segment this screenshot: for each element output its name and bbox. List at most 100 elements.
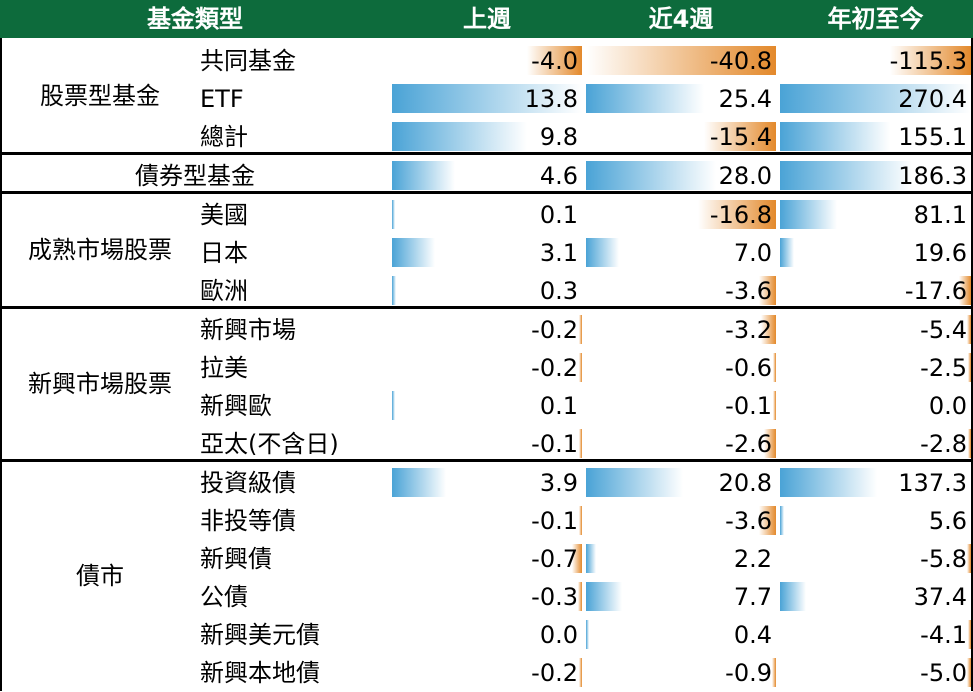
- data-bar: [579, 315, 582, 344]
- data-value: 0.0: [539, 621, 578, 649]
- header-week: 上週: [463, 5, 511, 33]
- data-bar: [967, 315, 971, 344]
- row-label: 新興市場: [200, 316, 296, 344]
- data-value: 4.6: [539, 162, 578, 190]
- data-value: -0.7: [531, 545, 578, 573]
- data-bar: [392, 238, 435, 267]
- data-value: 28.0: [718, 162, 772, 190]
- data-value: -0.1: [725, 392, 772, 420]
- data-value: -15.4: [709, 123, 772, 151]
- data-value: 3.9: [539, 469, 578, 497]
- header-ytd: 年初至今: [827, 5, 924, 33]
- data-bar: [780, 200, 838, 229]
- data-bar: [780, 582, 807, 611]
- data-value: -5.8: [920, 545, 967, 573]
- row-label: 投資級債: [200, 469, 296, 497]
- row-label: 新興本地債: [200, 659, 320, 687]
- data-bar: [773, 353, 776, 382]
- data-value: -0.1: [531, 507, 578, 535]
- header-4week: 近4週: [648, 5, 714, 33]
- row-label: 歐洲: [200, 277, 248, 305]
- row-label: 新興美元債: [200, 621, 320, 649]
- data-bar: [577, 582, 582, 611]
- data-bar: [780, 468, 877, 497]
- data-value: 9.8: [539, 123, 578, 151]
- data-bar: [526, 46, 582, 75]
- data-value: -5.0: [920, 659, 967, 687]
- data-value: -16.8: [709, 201, 772, 229]
- section-divider: [0, 306, 973, 309]
- data-bar: [572, 544, 582, 573]
- header-type-label: 基金類型: [147, 5, 243, 33]
- data-value: -115.3: [889, 47, 967, 75]
- data-bar: [579, 506, 582, 535]
- data-bar: [579, 658, 582, 687]
- data-value: -4.1: [920, 621, 967, 649]
- section-divider: [0, 152, 973, 155]
- table-left-border: [0, 38, 2, 691]
- data-value: -0.9: [725, 659, 772, 687]
- data-bar: [763, 429, 776, 458]
- data-bar: [968, 620, 971, 649]
- data-value: -0.2: [531, 659, 578, 687]
- data-value: -3.2: [725, 316, 772, 344]
- data-bar: [968, 429, 971, 458]
- data-value: 0.0: [928, 392, 967, 420]
- group-label: 債市: [76, 562, 124, 590]
- group-label: 股票型基金: [40, 82, 160, 110]
- data-value: 37.4: [913, 583, 967, 611]
- row-label: ETF: [200, 85, 244, 113]
- data-bar: [780, 122, 890, 151]
- data-value: 20.8: [718, 469, 772, 497]
- data-value: 0.4: [733, 621, 772, 649]
- header-bar: [0, 0, 973, 38]
- data-value: -5.4: [920, 316, 967, 344]
- data-value: -17.6: [904, 277, 967, 305]
- row-label: 債券型基金: [135, 162, 255, 190]
- data-value: 13.8: [524, 85, 578, 113]
- data-bar: [586, 46, 776, 75]
- data-value: 0.1: [539, 392, 578, 420]
- data-bar: [392, 122, 527, 151]
- data-value: -0.6: [725, 354, 772, 382]
- data-value: -0.3: [531, 583, 578, 611]
- data-bar: [968, 353, 971, 382]
- data-bar: [759, 276, 776, 305]
- data-value: -0.1: [531, 430, 578, 458]
- row-label: 公債: [200, 583, 248, 611]
- data-bar: [780, 84, 971, 113]
- data-bar: [586, 238, 619, 267]
- table-right-border: [971, 38, 973, 691]
- data-bar: [586, 468, 683, 497]
- group-label: 新興市場股票: [28, 370, 172, 398]
- data-bar: [392, 200, 395, 229]
- data-value: -2.5: [920, 354, 967, 382]
- data-value: 2.2: [733, 545, 772, 573]
- data-value: 7.7: [733, 583, 772, 611]
- data-value: 155.1: [898, 123, 967, 151]
- data-bar: [889, 46, 971, 75]
- data-bar: [780, 506, 784, 535]
- data-bar: [761, 315, 776, 344]
- data-bar: [780, 238, 794, 267]
- data-bar: [586, 84, 705, 113]
- data-bar: [958, 276, 971, 305]
- data-bar: [759, 506, 776, 535]
- data-value: 19.6: [913, 239, 967, 267]
- data-bar: [586, 161, 717, 190]
- data-bar: [579, 429, 582, 458]
- data-bar: [579, 353, 582, 382]
- data-bar: [392, 84, 582, 113]
- group-label: 成熟市場股票: [28, 236, 172, 264]
- data-bar: [966, 544, 971, 573]
- data-bar: [697, 200, 776, 229]
- row-label: 美國: [200, 201, 248, 229]
- data-bar: [704, 122, 776, 151]
- data-bar: [780, 161, 912, 190]
- section-divider: [0, 191, 973, 194]
- data-value: 0.3: [539, 277, 578, 305]
- data-value: 270.4: [898, 85, 967, 113]
- data-bar: [586, 582, 622, 611]
- data-value: 0.1: [539, 201, 578, 229]
